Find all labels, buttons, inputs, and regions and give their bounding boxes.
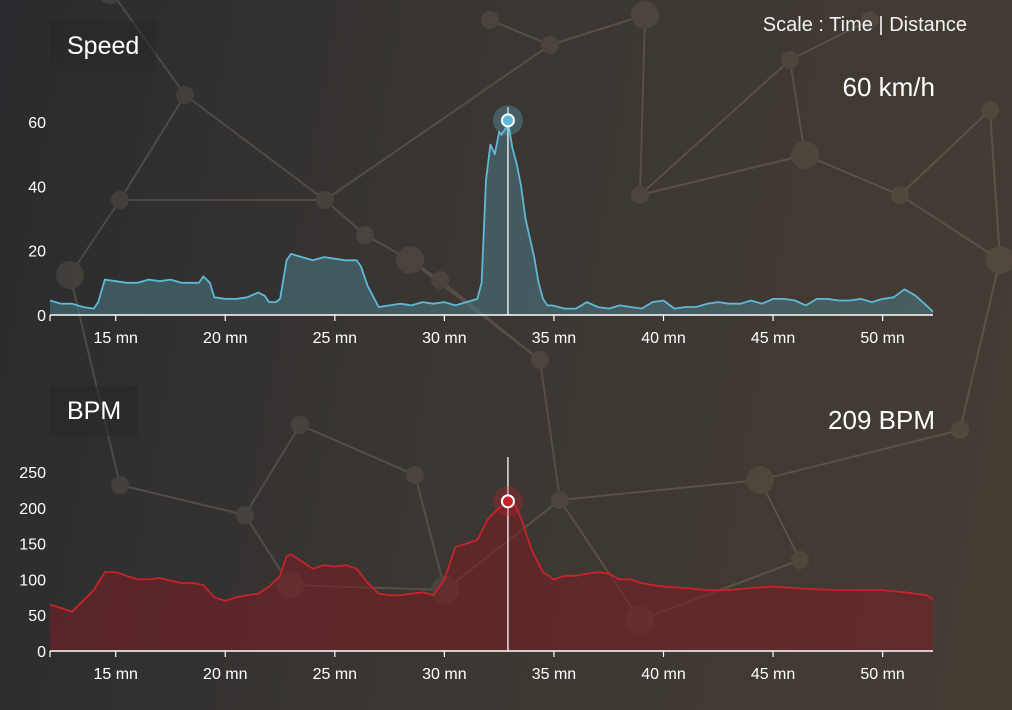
speed-series-area: [50, 120, 933, 316]
speed-y-tick-label: 60: [28, 115, 46, 132]
network-node: [431, 271, 449, 289]
network-node: [551, 491, 569, 509]
network-edge: [989, 109, 1001, 261]
bpm-chart[interactable]: 15 mn 20 mn 25 mn 30 mn 35 mn 40 mn 45 mn 50 mn…: [19, 457, 934, 683]
network-edge: [899, 194, 1001, 261]
bpm-y-tick-label: 50: [28, 608, 46, 625]
speed-y-tick-label: 40: [28, 179, 46, 196]
network-node: [791, 141, 819, 169]
speed-x-tick-label: 25 mn: [313, 330, 357, 347]
network-edge: [299, 424, 416, 476]
network-edge: [489, 19, 551, 46]
network-edge: [244, 424, 301, 516]
network-node: [631, 186, 649, 204]
network-edge: [439, 279, 541, 361]
network-edge: [549, 14, 646, 46]
network-node: [631, 1, 659, 29]
scale-option-distance[interactable]: Distance: [889, 14, 967, 36]
bpm-x-tick-label: 25 mn: [313, 666, 357, 683]
network-edge: [639, 59, 791, 196]
network-node: [176, 86, 194, 104]
network-edge: [184, 94, 326, 201]
bpm-y-tick-label: 150: [19, 537, 46, 554]
bpm-x-tick-label: 40 mn: [641, 666, 685, 683]
network-node: [396, 246, 424, 274]
bpm-y-tick-label: 100: [19, 572, 46, 589]
speed-cursor-marker[interactable]: [500, 113, 515, 128]
network-node: [236, 506, 254, 524]
scale-separator: |: [878, 14, 884, 36]
network-edge: [559, 479, 761, 501]
speed-y-tick-label: 20: [28, 244, 46, 261]
bpm-series-line: [49, 500, 934, 613]
scale-selector: Scale : Time | Distance: [763, 14, 967, 37]
network-node: [100, 0, 120, 4]
network-edge: [759, 429, 961, 481]
speed-x-tick-label: 45 mn: [751, 330, 795, 347]
network-node: [356, 226, 374, 244]
speed-x-tick-label: 50 mn: [860, 330, 904, 347]
network-edge: [539, 359, 561, 501]
network-edge: [959, 259, 1001, 431]
network-edge: [414, 474, 446, 591]
network-node: [406, 466, 424, 484]
network-node: [891, 186, 909, 204]
bpm-x-tick-label: 30 mn: [422, 666, 466, 683]
speed-y-tick-label: 0: [37, 308, 46, 325]
network-edge: [789, 19, 871, 61]
network-node: [986, 246, 1012, 274]
bpm-cursor-marker[interactable]: [500, 494, 515, 509]
network-node: [111, 191, 129, 209]
network-node: [111, 476, 129, 494]
network-node: [481, 11, 499, 29]
bpm-readout: 209 BPM: [828, 405, 935, 435]
network-edge: [409, 259, 441, 281]
network-node: [861, 11, 879, 29]
network-edge: [639, 154, 806, 196]
speed-chart[interactable]: 15 mn 20 mn 25 mn 30 mn 35 mn 40 mn 45 mn 50 mn…: [28, 105, 934, 347]
network-node: [531, 351, 549, 369]
bpm-x-tick-label: 20 mn: [203, 666, 247, 683]
speed-series-line: [49, 119, 934, 313]
bpm-series-area: [50, 501, 933, 651]
speed-x-tick-label: 40 mn: [641, 330, 685, 347]
bpm-x-tick-label: 45 mn: [751, 666, 795, 683]
network-node: [56, 261, 84, 289]
bpm-x-tick-label: 50 mn: [860, 666, 904, 683]
network-node: [291, 416, 309, 434]
network-node: [316, 191, 334, 209]
bpm-chart-title: BPM: [50, 386, 139, 436]
network-node: [981, 101, 999, 119]
bpm-x-tick-label: 15 mn: [93, 666, 137, 683]
network-node: [791, 551, 809, 569]
speed-x-tick-label: 15 mn: [93, 330, 137, 347]
network-edge: [899, 109, 991, 196]
speed-chart-title: Speed: [50, 21, 157, 71]
bpm-x-tick-label: 35 mn: [532, 666, 576, 683]
network-edge: [324, 44, 551, 201]
bpm-y-tick-label: 250: [19, 465, 46, 482]
network-edge: [789, 59, 806, 156]
network-edge: [119, 94, 186, 201]
scale-label: Scale :: [762, 14, 824, 36]
network-node: [541, 36, 559, 54]
network-node: [781, 51, 799, 69]
network-edge: [639, 14, 646, 196]
network-node: [951, 421, 969, 439]
speed-x-tick-label: 30 mn: [422, 330, 466, 347]
network-node: [746, 466, 774, 494]
network-edge: [759, 479, 801, 561]
speed-x-tick-label: 35 mn: [532, 330, 576, 347]
speed-x-tick-label: 20 mn: [203, 330, 247, 347]
network-edge: [69, 199, 121, 276]
network-edge: [324, 199, 366, 236]
network-edge: [119, 484, 246, 516]
network-edge: [804, 154, 901, 196]
network-edge: [364, 234, 411, 261]
bpm-y-tick-label: 200: [19, 501, 46, 518]
speed-readout: 60 km/h: [842, 72, 936, 102]
bpm-y-tick-label: 0: [37, 644, 46, 661]
scale-option-time[interactable]: Time: [829, 14, 873, 36]
